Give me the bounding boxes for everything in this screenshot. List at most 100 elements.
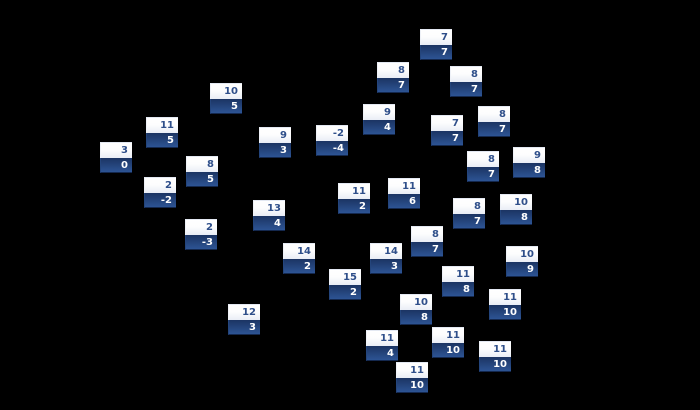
marker-top-value: 8 (478, 106, 510, 122)
marker-top-value: 10 (400, 294, 432, 310)
data-point-marker[interactable]: 2 -3 (185, 219, 217, 250)
data-point-marker[interactable]: 10 8 (500, 194, 532, 225)
data-point-marker[interactable]: 11 10 (479, 341, 511, 372)
marker-bottom-value: 6 (388, 194, 420, 209)
marker-bottom-value: 3 (259, 143, 291, 158)
marker-bottom-value: 7 (411, 242, 443, 257)
marker-top-value: 8 (186, 156, 218, 172)
marker-top-value: 8 (450, 66, 482, 82)
marker-top-value: 11 (432, 327, 464, 343)
marker-top-value: 11 (489, 289, 521, 305)
data-point-marker[interactable]: 11 2 (338, 183, 370, 214)
marker-bottom-value: 10 (432, 343, 464, 358)
marker-bottom-value: 8 (400, 310, 432, 325)
marker-bottom-value: 2 (338, 199, 370, 214)
data-point-marker[interactable]: -2 -4 (316, 125, 348, 156)
data-point-marker[interactable]: 10 5 (210, 83, 242, 114)
data-point-marker[interactable]: 10 8 (400, 294, 432, 325)
data-point-marker[interactable]: 14 2 (283, 243, 315, 274)
data-point-marker[interactable]: 11 6 (388, 178, 420, 209)
marker-bottom-value: 2 (329, 285, 361, 300)
marker-top-value: 11 (479, 341, 511, 357)
marker-bottom-value: 7 (450, 82, 482, 97)
marker-bottom-value: 8 (513, 163, 545, 178)
marker-bottom-value: -3 (185, 235, 217, 250)
marker-top-value: 2 (185, 219, 217, 235)
marker-top-value: 7 (431, 115, 463, 131)
marker-bottom-value: 7 (420, 45, 452, 60)
marker-top-value: 9 (363, 104, 395, 120)
data-point-marker[interactable]: 14 3 (370, 243, 402, 274)
data-point-marker[interactable]: 15 2 (329, 269, 361, 300)
marker-top-value: 11 (396, 362, 428, 378)
marker-top-value: 14 (283, 243, 315, 259)
marker-bottom-value: 4 (363, 120, 395, 135)
marker-bottom-value: 0 (100, 158, 132, 173)
marker-bottom-value: 7 (431, 131, 463, 146)
data-point-marker[interactable]: 11 10 (432, 327, 464, 358)
marker-top-value: 7 (420, 29, 452, 45)
marker-top-value: 11 (366, 330, 398, 346)
marker-top-value: 11 (146, 117, 178, 133)
data-point-marker[interactable]: 13 4 (253, 200, 285, 231)
data-point-marker[interactable]: 11 8 (442, 266, 474, 297)
marker-bottom-value: 8 (500, 210, 532, 225)
marker-top-value: 2 (144, 177, 176, 193)
marker-top-value: 11 (442, 266, 474, 282)
marker-top-value: 8 (411, 226, 443, 242)
marker-top-value: 12 (228, 304, 260, 320)
marker-bottom-value: 7 (478, 122, 510, 137)
marker-top-value: 14 (370, 243, 402, 259)
marker-bottom-value: 5 (146, 133, 178, 148)
marker-bottom-value: 5 (210, 99, 242, 114)
marker-bottom-value: 7 (467, 167, 499, 182)
marker-bottom-value: 4 (253, 216, 285, 231)
marker-bottom-value: 8 (442, 282, 474, 297)
data-point-marker[interactable]: 2 -2 (144, 177, 176, 208)
marker-bottom-value: -4 (316, 141, 348, 156)
marker-top-value: 10 (210, 83, 242, 99)
marker-bottom-value: 7 (453, 214, 485, 229)
marker-top-value: 10 (506, 246, 538, 262)
marker-top-value: 8 (377, 62, 409, 78)
marker-top-value: 9 (259, 127, 291, 143)
marker-top-value: 15 (329, 269, 361, 285)
marker-bottom-value: 10 (479, 357, 511, 372)
marker-bottom-value: 2 (283, 259, 315, 274)
marker-bottom-value: 4 (366, 346, 398, 361)
marker-top-value: 8 (453, 198, 485, 214)
marker-bottom-value: 5 (186, 172, 218, 187)
data-point-marker[interactable]: 11 10 (396, 362, 428, 393)
data-point-marker[interactable]: 11 5 (146, 117, 178, 148)
marker-bottom-value: 3 (370, 259, 402, 274)
marker-bottom-value: 3 (228, 320, 260, 335)
data-point-marker[interactable]: 11 10 (489, 289, 521, 320)
marker-bottom-value: 10 (489, 305, 521, 320)
marker-bottom-value: -2 (144, 193, 176, 208)
marker-bottom-value: 10 (396, 378, 428, 393)
marker-bottom-value: 7 (377, 78, 409, 93)
data-point-marker[interactable]: 12 3 (228, 304, 260, 335)
marker-top-value: 3 (100, 142, 132, 158)
data-point-marker[interactable]: 10 9 (506, 246, 538, 277)
marker-top-value: 9 (513, 147, 545, 163)
marker-top-value: 8 (467, 151, 499, 167)
marker-top-value: -2 (316, 125, 348, 141)
marker-bottom-value: 9 (506, 262, 538, 277)
data-point-marker[interactable]: 11 4 (366, 330, 398, 361)
marker-top-value: 11 (338, 183, 370, 199)
